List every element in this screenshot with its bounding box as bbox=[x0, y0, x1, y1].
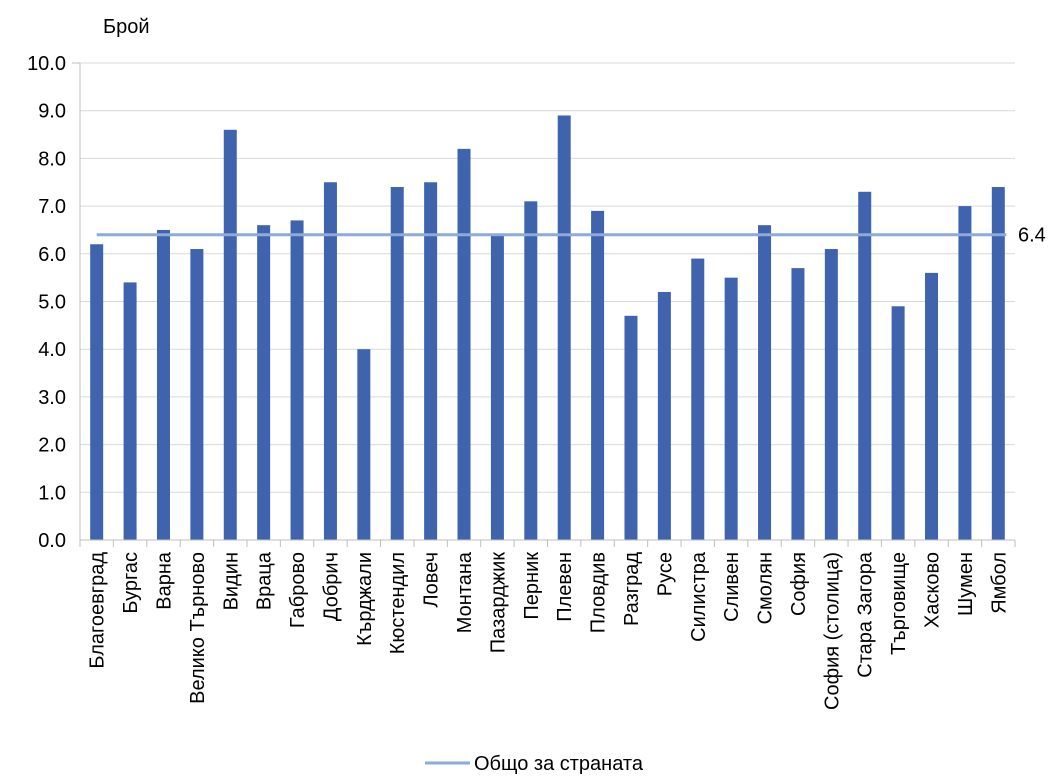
x-tick-label: Варна bbox=[153, 551, 175, 610]
bar bbox=[156, 229, 170, 540]
bar bbox=[357, 349, 371, 540]
x-tick-label: Габрово bbox=[287, 552, 309, 628]
y-tick-label: 8.0 bbox=[38, 148, 66, 170]
bar bbox=[490, 234, 504, 540]
bar bbox=[758, 225, 772, 540]
bar bbox=[290, 220, 304, 540]
x-tick-label: Русе bbox=[654, 552, 676, 596]
y-tick-labels: 0.0 1.0 2.0 3.0 4.0 5.0 6.0 7.0 8.0 9.0 10.0 bbox=[27, 53, 66, 552]
x-tick-label: Шумен bbox=[955, 552, 977, 616]
y-tick-label: 7.0 bbox=[38, 196, 66, 218]
x-tick-label: Плевен bbox=[554, 552, 576, 622]
x-tick-label: Силистра bbox=[688, 551, 710, 642]
legend: Общо за страната bbox=[425, 753, 644, 775]
y-tick-label: 3.0 bbox=[38, 387, 66, 409]
bar bbox=[858, 191, 872, 541]
x-tick-label: Видин bbox=[220, 552, 242, 610]
y-tick-label: 4.0 bbox=[38, 339, 66, 361]
bar bbox=[223, 129, 237, 540]
bar bbox=[524, 201, 538, 540]
y-tick-label: 5.0 bbox=[38, 292, 66, 314]
y-tick-label: 9.0 bbox=[38, 101, 66, 123]
x-tick-label: Пазарджик bbox=[487, 552, 509, 653]
y-axis-label: Брой bbox=[103, 16, 150, 38]
x-tick-label: Ловеч bbox=[421, 552, 443, 608]
x-tick-label: Ямбол bbox=[988, 552, 1010, 614]
bar bbox=[390, 187, 404, 540]
bar bbox=[791, 268, 805, 540]
bar bbox=[257, 225, 271, 540]
x-tick-label: Разград bbox=[621, 552, 643, 626]
x-tick-label: Смолян bbox=[755, 552, 777, 624]
x-tick-label: София bbox=[788, 552, 810, 616]
x-tick-label: Бургас bbox=[120, 552, 142, 614]
x-tick-label: Велико Търново bbox=[187, 552, 209, 704]
y-tick-label: 1.0 bbox=[38, 482, 66, 504]
bars bbox=[90, 115, 1005, 541]
bar bbox=[657, 291, 671, 540]
average-value-label: 6.4 bbox=[1018, 225, 1046, 247]
x-tick-labels: Благоевград Бургас Варна Велико Търново Види… bbox=[87, 551, 1011, 710]
y-tick-label: 10.0 bbox=[27, 53, 66, 75]
bar bbox=[591, 210, 605, 540]
bar bbox=[457, 148, 471, 541]
bar bbox=[557, 115, 571, 540]
x-tick-label: Търговище bbox=[888, 552, 910, 655]
x-tick-label: Монтана bbox=[454, 551, 476, 633]
x-tick-label: Перник bbox=[521, 552, 543, 620]
y-tick-label: 6.0 bbox=[38, 244, 66, 266]
bar bbox=[724, 277, 738, 540]
bar bbox=[424, 182, 438, 540]
bar bbox=[991, 187, 1005, 540]
bar bbox=[958, 206, 972, 540]
bar bbox=[123, 282, 137, 540]
x-tick-label: София (столица) bbox=[821, 552, 843, 710]
x-tick-label: Добрич bbox=[320, 552, 342, 621]
x-tick-label: Благоевград bbox=[87, 552, 109, 669]
bar bbox=[624, 315, 638, 540]
x-tick-label: Стара Загора bbox=[855, 551, 877, 678]
legend-label: Общо за страната bbox=[474, 753, 644, 775]
y-tick-label: 0.0 bbox=[38, 530, 66, 552]
bar bbox=[190, 249, 204, 540]
bar bbox=[925, 272, 939, 540]
x-tick-label: Пловдив bbox=[588, 552, 610, 633]
x-tick-label: Кърджали bbox=[354, 552, 376, 646]
bar bbox=[90, 244, 104, 540]
bar bbox=[891, 306, 905, 540]
bar bbox=[691, 258, 705, 540]
x-tick-label: Кюстендил bbox=[387, 552, 409, 654]
reference-line: 6.4 bbox=[96, 225, 1046, 247]
axes bbox=[72, 62, 1016, 547]
bar bbox=[323, 182, 337, 540]
y-tick-label: 2.0 bbox=[38, 435, 66, 457]
x-tick-label: Хасково bbox=[922, 552, 944, 628]
bar bbox=[824, 249, 838, 540]
gridlines bbox=[80, 62, 1015, 493]
x-tick-label: Враца bbox=[254, 551, 276, 610]
x-tick-label: Сливен bbox=[721, 552, 743, 622]
